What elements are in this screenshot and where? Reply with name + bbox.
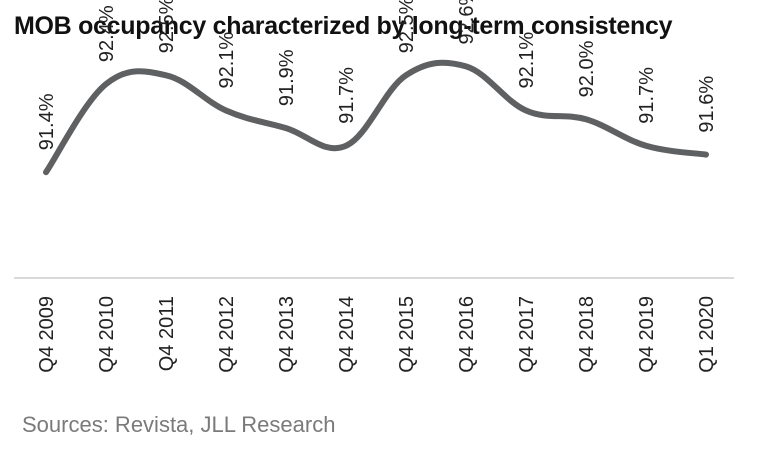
line-chart: 91.4% 92.4% 92.5% 92.1% 91.9% 91.7% 92.5% 92.6%… [14,0,734,373]
x-tick-label: Q4 2011 [156,296,178,371]
data-label: 91.4% [36,93,58,150]
x-tick-label: Q4 2009 [36,296,58,373]
x-tick-label: Q1 2020 [696,296,718,373]
data-label: 91.9% [276,49,298,106]
data-label: 92.0% [576,40,598,97]
x-tick-label: Q4 2014 [336,296,358,373]
x-tick-label: Q4 2012 [216,296,238,373]
source-note: Sources: Revista, JLL Research [22,412,336,437]
data-label: 91.7% [636,67,658,124]
chart-title: MOB occupancy characterized by long-term… [14,12,673,40]
x-tick-label: Q4 2015 [396,296,418,373]
data-label: 91.6% [696,76,718,133]
data-label: 92.5% [156,0,178,53]
x-tick-label: Q4 2013 [276,296,298,373]
x-tick-label: Q4 2010 [96,296,118,373]
data-label: 92.6% [456,0,478,44]
x-tick-label: Q4 2016 [456,296,478,373]
x-tick-label: Q4 2017 [516,296,538,373]
data-label: 92.4% [96,5,118,62]
x-tick-label: Q4 2019 [636,296,658,373]
occupancy-series-line [43,59,709,176]
data-label: 91.7% [336,67,358,124]
x-tick-label: Q4 2018 [576,296,598,373]
data-label: 92.1% [516,32,538,89]
data-label: 92.1% [216,32,238,89]
data-label: 92.5% [396,0,418,53]
